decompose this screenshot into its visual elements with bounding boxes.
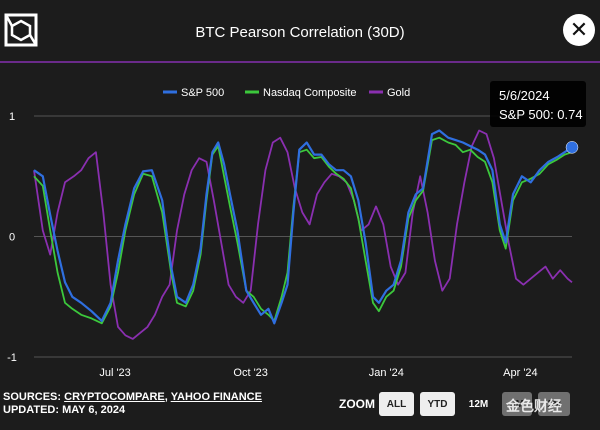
y-tick-label: 0	[9, 232, 15, 244]
top-bar: BTC Pearson Correlation (30D) ✕	[0, 0, 600, 62]
zoom-ytd-button[interactable]: YTD	[420, 392, 455, 416]
series-line-gold	[33, 129, 573, 340]
zoom-all-button[interactable]: ALL	[379, 392, 414, 416]
legend-item-gold[interactable]: Gold	[369, 87, 410, 99]
tooltip-box	[490, 81, 586, 127]
zoom-3m-button[interactable]: 3M	[502, 392, 532, 416]
updated-date: UPDATED: MAY 6, 2024	[3, 404, 126, 416]
y-axis-ticks: 1 0 -1	[7, 111, 17, 364]
y-tick-label: -1	[7, 352, 17, 364]
sources-separator: ,	[164, 391, 171, 403]
legend[interactable]: S&P 500 Nasdaq Composite Gold	[163, 87, 410, 99]
sources-prefix: SOURCES:	[3, 391, 65, 403]
series-line-nasdaq-composite	[33, 136, 573, 325]
sources-line: SOURCES: CRYPTOCOMPARE, YAHOO FINANCE	[3, 391, 262, 404]
legend-label: Gold	[387, 87, 410, 99]
y-tick-label: 1	[9, 111, 15, 123]
zoom-12m-button[interactable]: 12M	[461, 392, 496, 416]
series-line-s-p-500	[33, 129, 573, 325]
header-divider	[0, 61, 600, 63]
close-button[interactable]: ✕	[563, 14, 595, 46]
legend-item-nasdaq-composite[interactable]: Nasdaq Composite	[245, 87, 357, 99]
tooltip-date: 5/6/2024	[499, 88, 550, 103]
tooltip: 5/6/2024 S&P 500: 0.74	[490, 81, 586, 127]
x-tick-label: Oct '23	[233, 367, 268, 379]
source-link-cryptocompare[interactable]: CRYPTOCOMPARE	[64, 391, 165, 403]
x-tick-label: Jan '24	[369, 367, 404, 379]
zoom-label: ZOOM	[339, 397, 375, 411]
zoom-1m-button[interactable]: 1M	[538, 392, 570, 416]
tooltip-value: S&P 500: 0.74	[499, 107, 583, 122]
x-tick-label: Apr '24	[503, 367, 538, 379]
cube-logo-icon	[4, 13, 38, 47]
hover-marker-point[interactable]	[565, 141, 579, 154]
page-title: BTC Pearson Correlation (30D)	[195, 24, 405, 41]
footer-sources: SOURCES: CRYPTOCOMPARE, YAHOO FINANCE UP…	[3, 391, 262, 417]
source-link-yahoo-finance[interactable]: YAHOO FINANCE	[170, 391, 262, 403]
series-layer	[33, 129, 579, 340]
watermark-text: 金色财经	[506, 398, 562, 414]
x-tick-label: Jul '23	[99, 367, 130, 379]
legend-label: S&P 500	[181, 87, 224, 99]
legend-label: Nasdaq Composite	[263, 87, 357, 99]
legend-item-s-p-500[interactable]: S&P 500	[163, 87, 224, 99]
x-axis-ticks: Jul '23 Oct '23 Jan '24 Apr '24	[99, 367, 537, 379]
